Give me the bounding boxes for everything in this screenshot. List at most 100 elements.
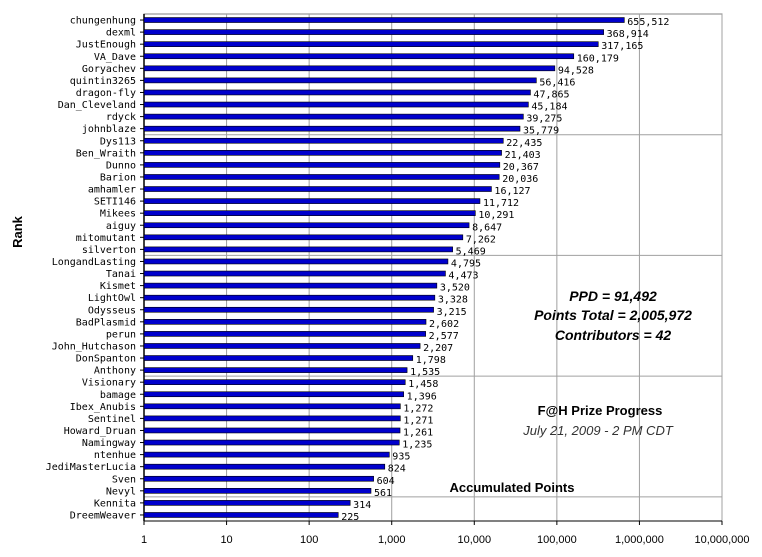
category-label: DonSpanton	[76, 354, 136, 365]
x-tick-label: 1	[141, 534, 147, 546]
category-label: VA_Dave	[94, 52, 136, 63]
value-label: 20,036	[502, 174, 538, 185]
category-label: DreemWeaver	[70, 510, 136, 521]
category-label: mitomutant	[76, 233, 136, 244]
bar	[143, 282, 438, 289]
bar	[143, 270, 446, 277]
x-tick-label: 10	[220, 534, 232, 546]
value-label: 56,416	[539, 77, 575, 88]
bar	[143, 137, 504, 144]
value-label: 1,458	[408, 379, 438, 390]
value-label: 1,271	[403, 415, 433, 426]
bar	[143, 125, 521, 132]
value-label: 2,602	[429, 319, 459, 330]
bar	[143, 53, 575, 60]
category-label: Sentinel	[88, 414, 136, 425]
value-label: 4,795	[451, 258, 481, 269]
value-label: 11,712	[483, 198, 519, 209]
x-tick-label: 1,000	[378, 534, 406, 546]
category-label: amhamler	[88, 185, 136, 196]
value-label: 1,261	[403, 427, 433, 438]
value-label: 3,328	[438, 295, 468, 306]
category-label: chungenhung	[70, 16, 136, 27]
value-label: 8,647	[472, 222, 502, 233]
bar	[143, 234, 464, 241]
bar	[143, 319, 427, 325]
category-label: Barion	[100, 172, 136, 183]
bar	[143, 463, 386, 470]
value-label: 561	[374, 488, 392, 499]
value-label: 2,577	[429, 331, 459, 342]
value-label: 1,235	[402, 440, 432, 451]
value-label: 1,535	[410, 367, 440, 378]
value-label: 3,215	[437, 307, 467, 318]
value-label: 47,865	[533, 89, 569, 100]
category-label: dexml	[106, 28, 136, 39]
category-label: Ibex_Anubis	[70, 402, 136, 413]
value-label: 20,367	[503, 162, 539, 173]
bar	[143, 198, 481, 204]
annotation-title: F@H Prize Progress	[538, 403, 663, 418]
category-label: BadPlasmid	[76, 317, 136, 328]
category-label: JediMasterLucia	[46, 462, 136, 473]
bar	[143, 391, 404, 398]
bar	[143, 101, 529, 108]
value-label: 604	[377, 476, 395, 487]
value-label: 225	[341, 512, 359, 523]
value-label: 21,403	[505, 150, 541, 161]
category-label: aiguy	[106, 221, 136, 232]
stat-line: Points Total = 2,005,972	[534, 307, 692, 323]
bar	[143, 475, 374, 482]
bar	[143, 246, 453, 253]
category-label: silverton	[82, 245, 136, 256]
value-label: 935	[392, 452, 410, 463]
bar	[143, 77, 537, 84]
bar	[143, 343, 421, 349]
plot-area	[143, 13, 723, 522]
category-label: bamage	[100, 390, 136, 401]
value-label: 2,207	[423, 343, 453, 354]
category-label: LightOwl	[88, 293, 136, 304]
bar	[143, 258, 449, 265]
stat-line: Contributors = 42	[555, 327, 672, 343]
bar	[143, 174, 500, 180]
category-label: Dan_Cleveland	[58, 100, 136, 111]
category-label: LongandLasting	[52, 257, 136, 268]
category-label: Visionary	[82, 378, 136, 389]
category-label: Sven	[112, 474, 136, 485]
bar	[143, 162, 501, 168]
bar	[143, 488, 372, 494]
value-label: 22,435	[506, 138, 542, 149]
bar	[143, 306, 434, 313]
category-label: JustEnough	[76, 40, 136, 51]
bar	[143, 355, 414, 361]
value-label: 16,127	[494, 186, 530, 197]
category-label: ntenhue	[94, 450, 136, 461]
x-tick-label: 100,000	[537, 534, 577, 546]
category-label: quintin3265	[70, 76, 136, 87]
annotation-subtitle: July 21, 2009 - 2 PM CDT	[522, 423, 674, 438]
category-label: dragon-fly	[76, 88, 136, 99]
value-label: 1,798	[416, 355, 446, 366]
category-label: John_Hutchason	[52, 341, 136, 352]
category-label: Nevyl	[106, 486, 136, 497]
value-label: 45,184	[531, 102, 567, 113]
category-label: Odysseus	[88, 305, 136, 316]
value-label: 35,779	[523, 126, 559, 137]
bar	[143, 415, 401, 422]
value-label: 5,469	[456, 246, 486, 257]
bar	[143, 500, 351, 506]
bar	[143, 65, 556, 72]
value-label: 4,473	[448, 271, 478, 282]
value-label: 317,165	[601, 41, 643, 52]
category-label: rdyck	[106, 112, 136, 123]
value-label: 3,520	[440, 283, 470, 294]
x-tick-label: 10,000,000	[694, 534, 749, 546]
category-label: Kennita	[94, 498, 136, 509]
category-label: Dunno	[106, 160, 136, 171]
category-label: Anthony	[94, 366, 136, 377]
value-label: 7,262	[466, 234, 496, 245]
category-label: Dys113	[100, 136, 136, 147]
value-label: 160,179	[577, 53, 619, 64]
